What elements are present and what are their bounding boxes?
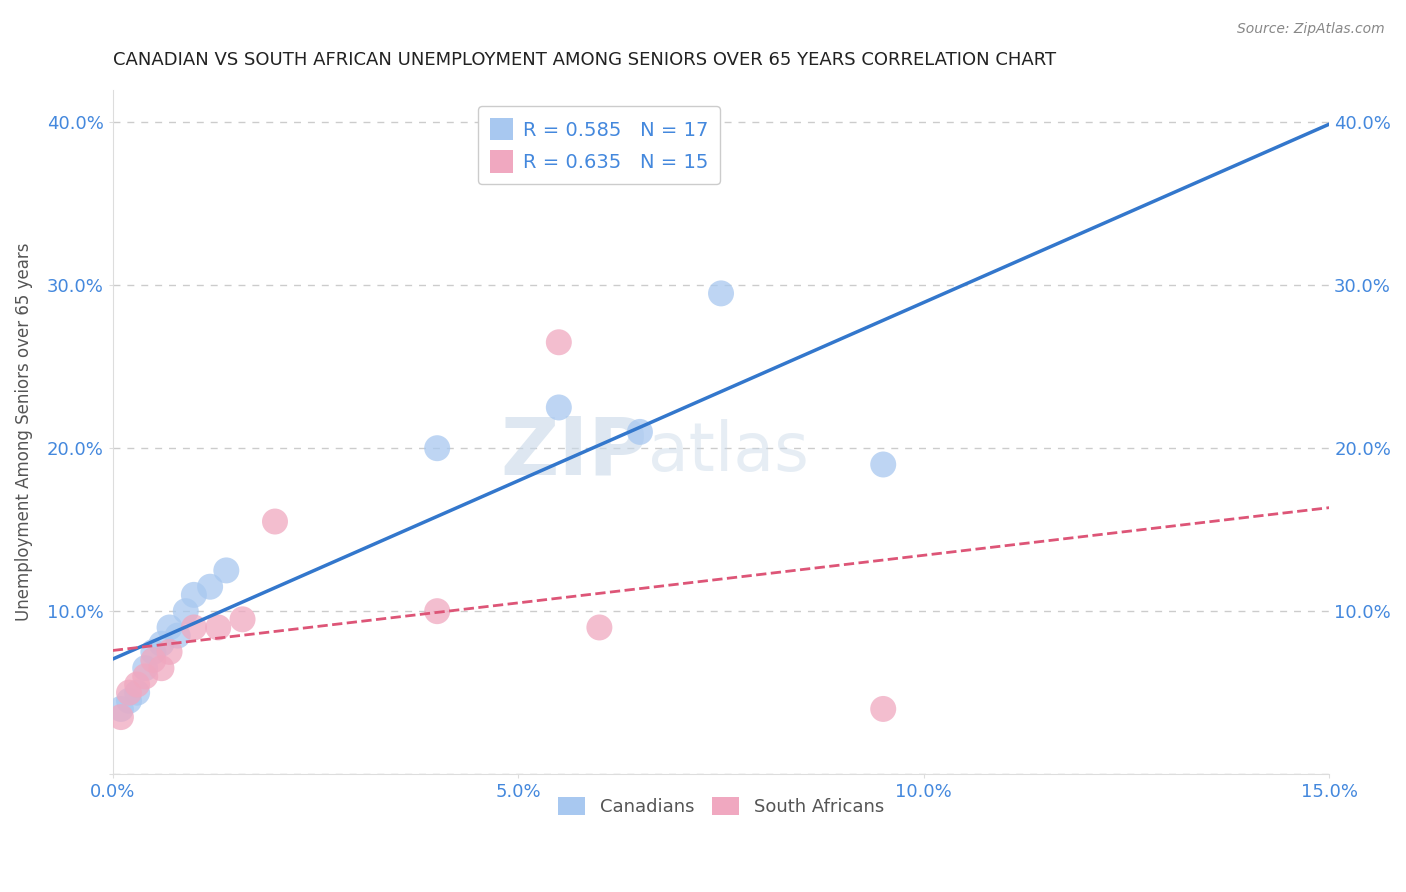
Point bbox=[127, 677, 149, 691]
Point bbox=[872, 702, 894, 716]
Point bbox=[142, 645, 165, 659]
Point bbox=[215, 563, 238, 577]
Text: ZIP: ZIP bbox=[501, 413, 648, 491]
Text: Source: ZipAtlas.com: Source: ZipAtlas.com bbox=[1237, 22, 1385, 37]
Point bbox=[710, 286, 733, 301]
Point bbox=[159, 645, 181, 659]
Point bbox=[547, 401, 569, 415]
Point bbox=[207, 620, 229, 634]
Text: atlas: atlas bbox=[648, 419, 808, 485]
Point bbox=[628, 425, 651, 439]
Point bbox=[134, 669, 156, 683]
Point bbox=[198, 580, 221, 594]
Point bbox=[588, 620, 610, 634]
Point bbox=[547, 335, 569, 350]
Point bbox=[174, 604, 197, 618]
Point bbox=[134, 661, 156, 675]
Point bbox=[426, 604, 449, 618]
Point bbox=[159, 620, 181, 634]
Point bbox=[142, 653, 165, 667]
Point bbox=[872, 458, 894, 472]
Point bbox=[150, 637, 173, 651]
Point bbox=[232, 612, 254, 626]
Point bbox=[183, 588, 205, 602]
Point bbox=[183, 620, 205, 634]
Point bbox=[426, 441, 449, 455]
Point bbox=[264, 515, 287, 529]
Point bbox=[166, 629, 188, 643]
Point bbox=[118, 686, 141, 700]
Point bbox=[118, 694, 141, 708]
Point bbox=[150, 661, 173, 675]
Text: CANADIAN VS SOUTH AFRICAN UNEMPLOYMENT AMONG SENIORS OVER 65 YEARS CORRELATION C: CANADIAN VS SOUTH AFRICAN UNEMPLOYMENT A… bbox=[112, 51, 1056, 69]
Point bbox=[110, 702, 132, 716]
Legend: Canadians, South Africans: Canadians, South Africans bbox=[551, 789, 891, 823]
Y-axis label: Unemployment Among Seniors over 65 years: Unemployment Among Seniors over 65 years bbox=[15, 243, 32, 621]
Point bbox=[110, 710, 132, 724]
Point bbox=[127, 686, 149, 700]
